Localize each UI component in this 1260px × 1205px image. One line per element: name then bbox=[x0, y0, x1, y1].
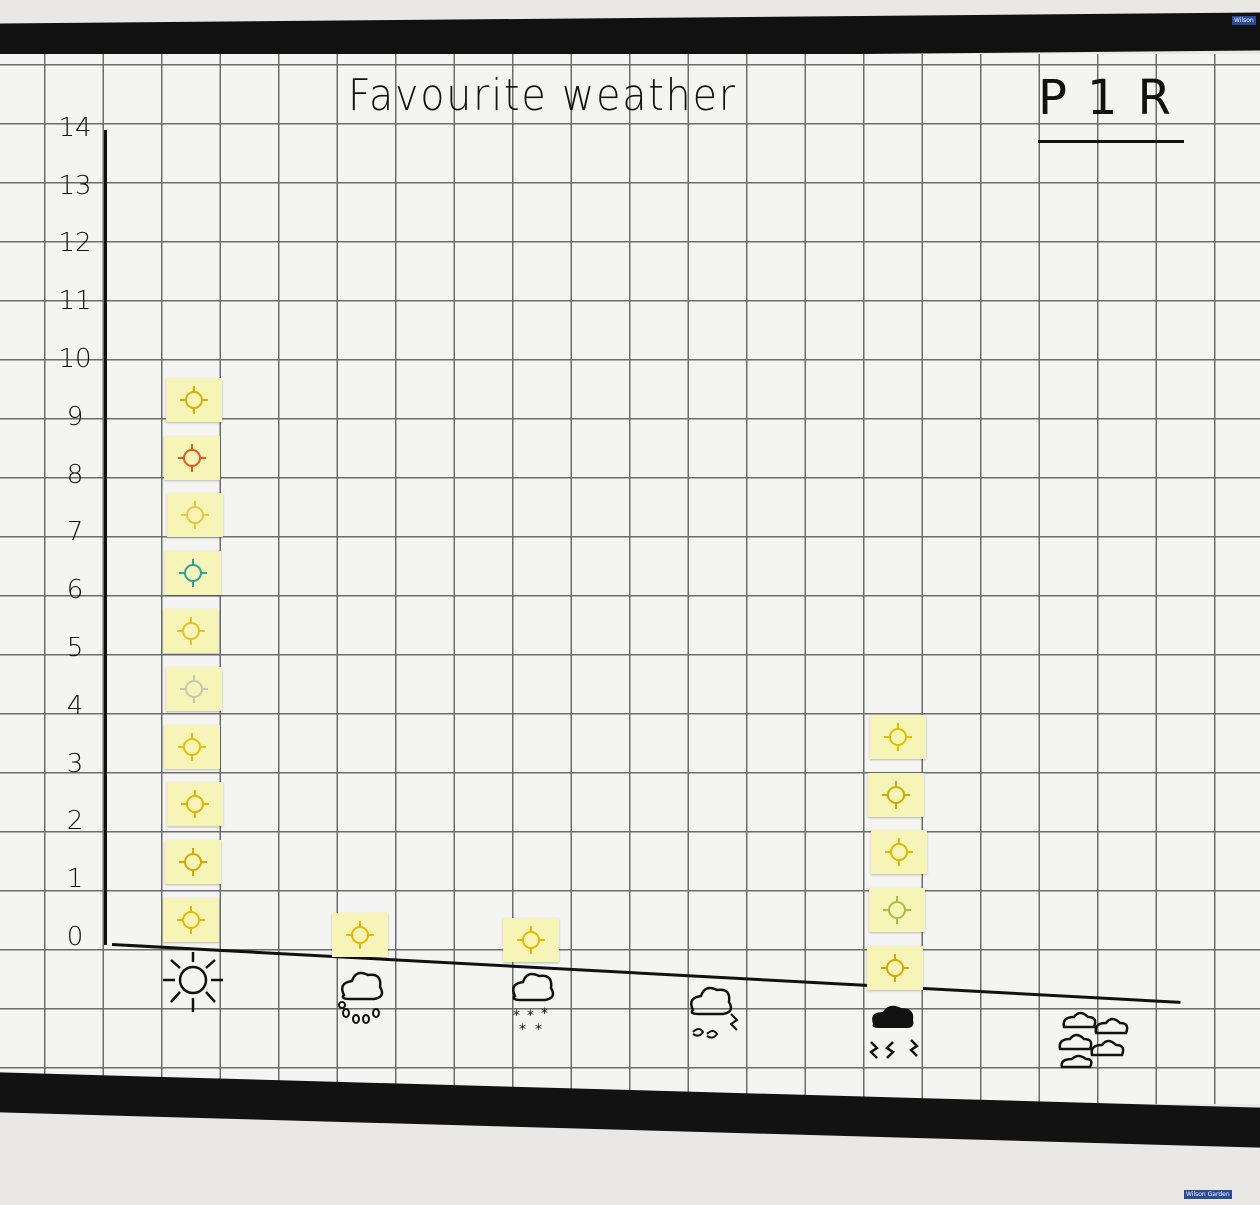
brand-label: Wilson bbox=[1232, 16, 1256, 25]
brand-label-bottom: Wilson Garden bbox=[1184, 1190, 1232, 1199]
sticky-note-vote bbox=[163, 898, 219, 942]
y-tick-label: 8 bbox=[66, 459, 84, 490]
sticky-note-vote bbox=[867, 946, 923, 990]
sticky-note-vote bbox=[164, 724, 220, 769]
y-tick-label: 14 bbox=[58, 112, 92, 143]
sunny-icon bbox=[153, 950, 233, 1020]
y-tick-label: 10 bbox=[58, 344, 92, 374]
y-tick-label: 11 bbox=[58, 286, 92, 317]
y-tick-label: 9 bbox=[66, 401, 84, 432]
sticky-note-vote bbox=[870, 714, 926, 759]
y-tick-label: 13 bbox=[58, 170, 92, 201]
sticky-note-vote bbox=[167, 493, 223, 538]
svg-text:*: * bbox=[513, 1008, 520, 1024]
cloudy-icon bbox=[1052, 1005, 1132, 1075]
rainy-icon bbox=[322, 965, 402, 1035]
class-label-underline bbox=[1038, 140, 1184, 143]
stormy-icon bbox=[857, 998, 937, 1068]
sticky-note-vote bbox=[165, 551, 221, 596]
sticky-note-vote bbox=[869, 888, 925, 933]
sticky-note-vote bbox=[167, 782, 223, 827]
windy-icon bbox=[673, 980, 753, 1050]
sticky-note-vote bbox=[871, 830, 927, 875]
y-tick-label: 3 bbox=[66, 748, 84, 779]
svg-text:*: * bbox=[527, 1008, 534, 1024]
y-tick-label: 4 bbox=[66, 690, 84, 721]
sticky-note-vote bbox=[166, 666, 222, 711]
y-tick-label: 2 bbox=[66, 806, 84, 837]
y-axis bbox=[104, 130, 107, 945]
sticky-note-vote bbox=[868, 772, 924, 817]
snowy-icon: * * * * * bbox=[493, 970, 573, 1040]
class-label: P1R bbox=[1038, 70, 1191, 126]
svg-text:*: * bbox=[519, 1022, 526, 1038]
y-tick-label: 0 bbox=[66, 922, 84, 952]
y-tick-label: 12 bbox=[58, 228, 92, 259]
chart-title: Favourite weather bbox=[348, 70, 737, 121]
y-tick-label: 1 bbox=[66, 864, 84, 895]
y-tick-label: 7 bbox=[66, 517, 84, 548]
sticky-note-vote bbox=[332, 913, 388, 957]
sticky-note-vote bbox=[165, 840, 221, 885]
sticky-note-vote bbox=[166, 377, 222, 422]
y-tick-label: 5 bbox=[66, 633, 84, 663]
sticky-note-vote bbox=[164, 435, 220, 480]
y-tick-label: 6 bbox=[66, 575, 84, 606]
sticky-note-vote bbox=[163, 609, 219, 653]
sticky-note-vote bbox=[503, 918, 559, 962]
svg-text:*: * bbox=[535, 1022, 542, 1038]
svg-text:*: * bbox=[541, 1006, 548, 1022]
